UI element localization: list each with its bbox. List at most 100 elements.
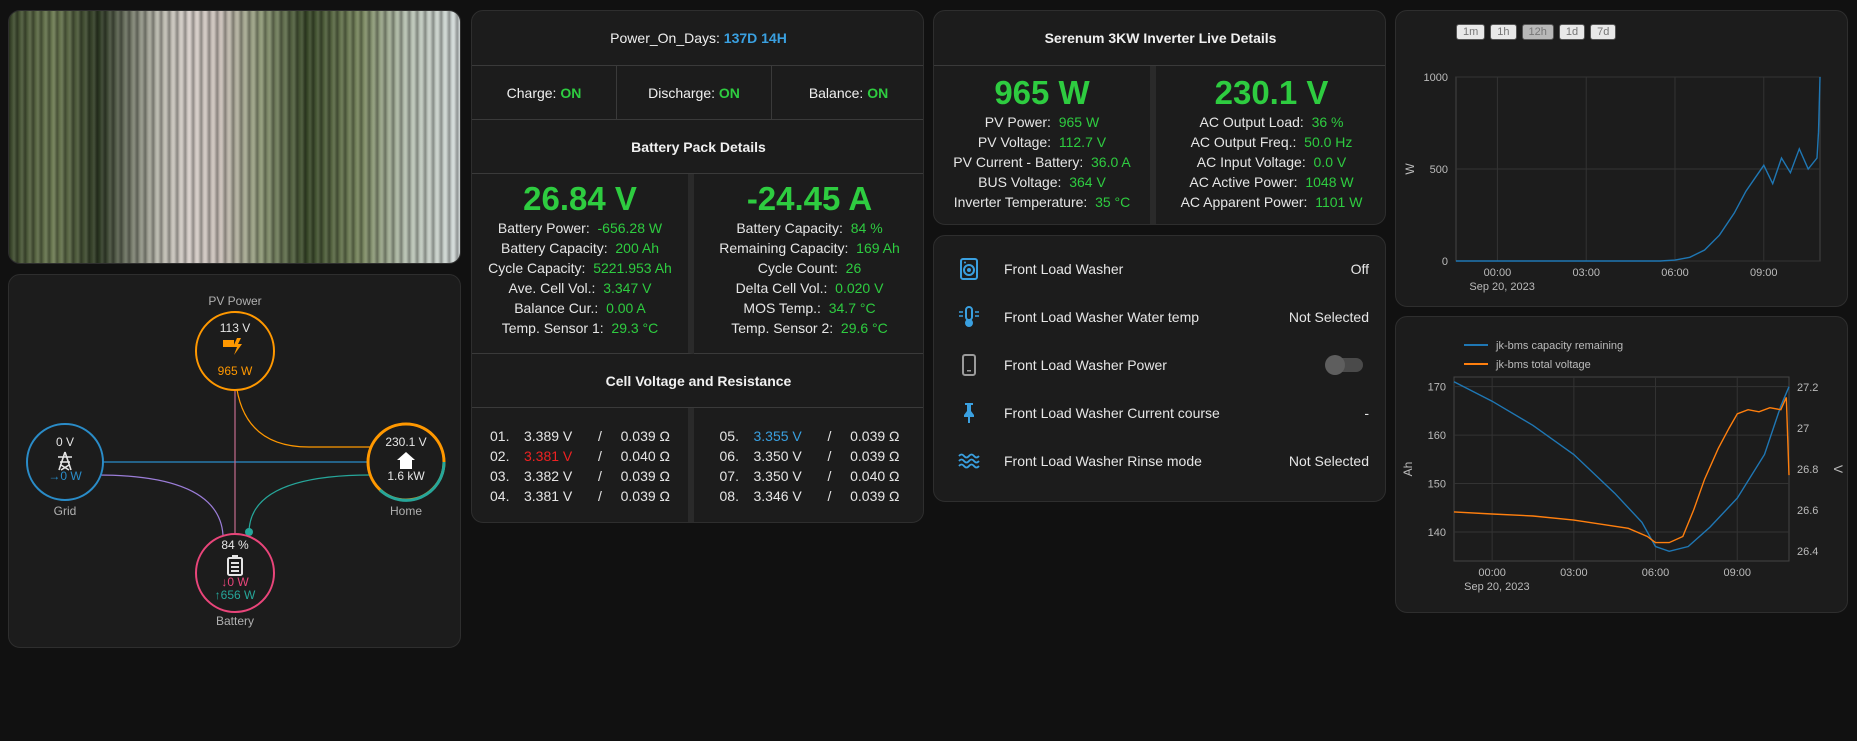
washer-power-toggle[interactable] [1325,355,1385,375]
pack-right-row-label: Battery Capacity: [736,220,843,236]
home-icon [397,452,415,469]
cell-voltage: 3.381 V [524,488,573,504]
cell-voltage: 3.346 V [753,488,802,504]
bms-chart[interactable]: 00:00 03:00 06:00 09:00 Sep 20, 2023 140 150 16… [1396,317,1848,613]
discharge-value: ON [718,84,740,101]
y2-axis-label: V [1831,465,1845,473]
washer-name: Front Load Washer [1004,261,1124,277]
x-tick-label: 09:00 [1750,267,1778,279]
washer-row-course[interactable]: Front Load Washer Current course - [934,389,1385,437]
cell-resistance: 0.039 Ω [850,488,900,504]
battery-in-power: ↓0 W [221,575,249,589]
pack-right-row: Battery Capacity: 84 % [694,218,923,238]
legend-entry[interactable]: jk-bms capacity remaining [1495,340,1623,352]
energy-flow-card: PV Power 113 V 965 W 0 V →0 W Grid 230.1… [8,274,461,648]
cell-separator: / [827,428,832,444]
battery-icon [227,555,243,576]
legend-entry[interactable]: jk-bms total voltage [1495,359,1591,371]
inverter-right-row: AC Input Voltage: 0.0 V [1156,152,1385,172]
range-button-7d[interactable]: 7d [1590,24,1617,40]
y-axis-label: Ah [1401,462,1415,477]
home-power: 1.6 kW [387,469,425,483]
inverter-left-row: Inverter Temperature: 35 °C [934,192,1150,212]
pack-right-row-label: MOS Temp.: [743,300,821,316]
inverter-right-row-value: 1101 W [1315,194,1363,210]
washer-row-state[interactable]: Front Load Washer Off [934,245,1385,293]
y-tick-label: 160 [1428,430,1446,442]
x-date-label: Sep 20, 2023 [1469,281,1534,293]
camera-image[interactable] [9,11,460,263]
pack-left-row-label: Battery Power: [497,220,590,236]
range-button-12h[interactable]: 12h [1521,24,1554,40]
range-selector: 1m 1h 12h 1d 7d [1456,22,1621,40]
cell-row: 03. 3.382 V / 0.039 Ω [472,466,688,486]
inverter-right-row: AC Active Power: 1048 W [1156,172,1385,192]
discharge-label: Discharge: [648,84,716,101]
pack-left-row: Battery Capacity: 200 Ah [472,238,688,258]
cell-separator: / [598,448,602,464]
pack-right-row: Delta Cell Vol.: 0.020 V [694,278,923,298]
transmission-tower-icon [58,451,72,471]
pack-left-row: Cycle Capacity: 5221.953 Ah [472,258,688,278]
range-button-1d[interactable]: 1d [1558,24,1586,40]
cell-voltage: 3.350 V [753,448,802,464]
y-tick-label: 140 [1428,527,1446,539]
inverter-left-row-label: PV Power: [984,114,1051,130]
inverter-left-row-label: Inverter Temperature: [953,194,1088,210]
discharge-status: Discharge: ON [617,66,772,120]
washer-row-rinse[interactable]: Front Load Washer Rinse mode Not Selecte… [934,437,1385,485]
inverter-right-row-label: AC Input Voltage: [1196,154,1306,170]
inverter-left-row-label: PV Current - Battery: [953,154,1084,170]
washer-rinse-state: Not Selected [1288,453,1369,469]
balance-label: Balance: [808,84,864,101]
washer-row-power[interactable]: Front Load Washer Power [934,341,1385,389]
cell-voltage: 3.382 V [524,468,573,484]
pv-node[interactable] [195,311,275,391]
grid-voltage: 0 V [56,435,74,449]
range-button-1m[interactable]: 1m [1456,24,1486,40]
inverter-right-row: AC Output Load: 36 % [1156,112,1385,132]
pack-left-row-value: 0.00 A [606,300,646,316]
inverter-left-row: PV Current - Battery: 36.0 A [934,152,1150,172]
energy-flow-diagram: PV Power 113 V 965 W 0 V →0 W Grid 230.1… [26,294,446,628]
cell-separator: / [598,428,602,444]
cell-number: 02. [490,448,510,464]
cell-separator: / [598,468,602,484]
pack-left-row: Battery Power: -656.28 W [472,218,688,238]
phone-icon [962,354,976,376]
pv-voltage: 113 V [220,321,250,335]
pack-left-row-value: 3.347 V [603,280,652,296]
cells-left-panel: 01. 3.389 V / 0.039 Ω 02. 3.381 V / 0.040 Ω 03. 3… [472,408,694,522]
x-tick-label: 09:00 [1723,567,1751,579]
inverter-title: Serenum 3KW Inverter Live Details [934,11,1385,66]
series-line-0 [1456,76,1821,262]
cell-number: 01. [490,428,510,444]
cell-separator: / [827,488,832,504]
inverter-left-row-label: PV Voltage: [977,134,1052,150]
pack-left-row-label: Cycle Capacity: [488,260,586,276]
inverter-left-row-value: 35 °C [1095,194,1131,210]
battery-node[interactable] [195,533,275,613]
cell-resistance: 0.039 Ω [850,428,900,444]
cell-voltage: 3.381 V [524,448,573,464]
inverter-right-row-value: 50.0 Hz [1304,134,1353,150]
inverter-left-panel: 965 W PV Power: 965 W PV Voltage: 112.7 V… [934,66,1156,224]
y2-tick-label: 27.2 [1797,382,1818,394]
x-date-label: Sep 20, 2023 [1464,581,1529,593]
x-tick-label: 06:00 [1661,267,1689,279]
cell-row: 04. 3.381 V / 0.039 Ω [472,486,688,506]
washer-rinse-name: Front Load Washer Rinse mode [1004,453,1202,469]
pack-left-row-label: Balance Cur.: [514,300,599,316]
charge-label: Charge: [506,84,557,101]
camera-card[interactable] [8,10,461,264]
y-tick-label: 150 [1428,479,1446,491]
series-line-1 [1453,397,1790,544]
pv-power: 965 W [218,364,253,378]
bms-card: Power_On_Days: 137D 14H Charge: ON Disch… [471,10,924,523]
inverter-ac-voltage: 230.1 V [1214,74,1329,111]
pack-left-row-value: 5221.953 Ah [593,260,672,276]
range-button-1h[interactable]: 1h [1490,24,1517,40]
washer-row-water-temp[interactable]: Front Load Washer Water temp Not Selecte… [934,293,1385,341]
power-chart[interactable]: 00:00 03:00 06:00 09:00 Sep 20, 2023 0 500 1000… [1396,11,1848,307]
cell-resistance: 0.039 Ω [620,428,670,444]
